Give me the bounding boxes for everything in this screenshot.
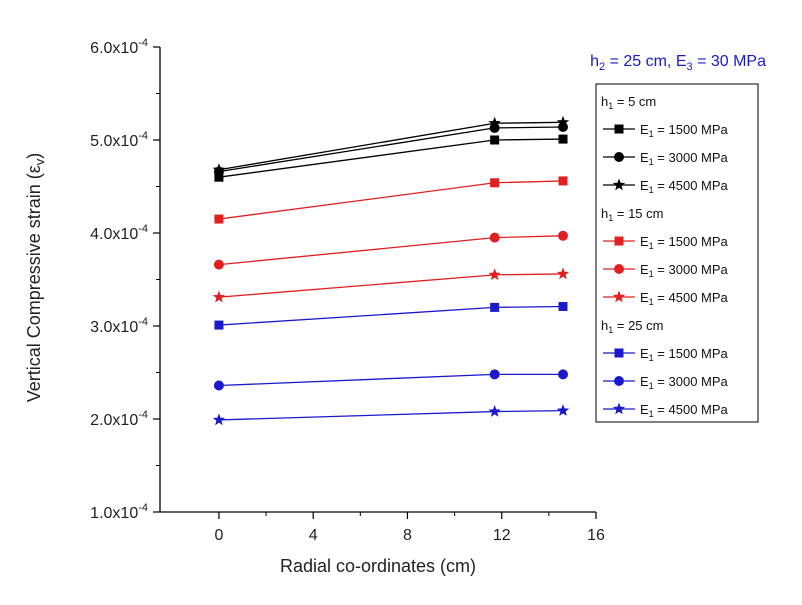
data-point (556, 115, 570, 128)
data-point (212, 413, 226, 426)
legend-entry-label: E1 = 3000 MPa (640, 374, 729, 391)
data-point (212, 290, 226, 303)
data-point (490, 302, 500, 312)
legend-marker (614, 348, 624, 358)
series-1-1 (213, 230, 569, 270)
legend-entry-label: E1 = 1500 MPa (640, 346, 729, 363)
legend-marker (614, 124, 624, 134)
data-point (556, 267, 570, 280)
data-point (558, 301, 568, 311)
data-point (558, 176, 568, 186)
x-tick-label: 4 (309, 527, 318, 544)
data-point (214, 214, 224, 224)
data-point (488, 116, 501, 129)
data-point (490, 135, 500, 145)
y-tick-label: 1.0x10-4 (90, 502, 148, 522)
y-tick-label: 4.0x10-4 (90, 223, 148, 243)
legend-marker (614, 236, 624, 246)
data-point (214, 320, 224, 330)
legend-entry-label: E1 = 1500 MPa (640, 122, 729, 139)
data-point (212, 163, 226, 176)
legend-marker (612, 178, 626, 191)
series-1-0 (214, 176, 568, 224)
data-point (558, 134, 568, 144)
data-point (556, 404, 570, 416)
legend-entry-label: E1 = 1500 MPa (640, 234, 729, 251)
legend-marker (614, 264, 624, 274)
y-tick-label: 2.0x10-4 (90, 409, 148, 429)
annotation-text: h2 = 25 cm, E3 = 30 MPa (590, 53, 766, 73)
legend-marker (612, 290, 626, 303)
series-2-1 (213, 369, 569, 391)
legend-marker (614, 152, 624, 162)
data-point (488, 268, 501, 281)
series-line (218, 121, 564, 171)
data-point (558, 369, 569, 380)
series-line (218, 180, 564, 220)
y-tick-label: 5.0x10-4 (90, 130, 148, 150)
data-point (214, 172, 224, 182)
data-point (213, 259, 224, 270)
y-tick-label: 3.0x10-4 (90, 316, 148, 336)
series-2-2 (212, 404, 570, 426)
data-point (490, 178, 500, 188)
y-tick-label: 6.0x10-4 (90, 37, 148, 57)
legend-group-header: h1 = 15 cm (601, 206, 663, 223)
legend-box (595, 83, 759, 423)
legend-entry-label: E1 = 3000 MPa (640, 150, 729, 167)
series-0-1 (213, 121, 569, 177)
series-line (218, 273, 564, 298)
data-point (489, 232, 500, 243)
x-tick-label: 16 (587, 527, 605, 544)
series-0-2 (212, 115, 570, 176)
legend-group-header: h1 = 5 cm (601, 94, 656, 111)
data-point (489, 369, 500, 380)
x-tick-label: 8 (403, 527, 412, 544)
series-line (218, 126, 564, 173)
legend-marker (614, 376, 624, 386)
series-line (218, 373, 564, 387)
series-line (218, 235, 564, 266)
legend-marker (612, 402, 626, 415)
legend-entry-label: E1 = 4500 MPa (640, 290, 729, 307)
x-tick-label: 12 (493, 527, 511, 544)
legend-entry-label: E1 = 4500 MPa (640, 178, 729, 195)
data-point (488, 405, 501, 417)
series-line (218, 409, 564, 421)
series-2-0 (214, 301, 568, 330)
data-point (558, 230, 569, 241)
legend: h1 = 5 cm E1 = 1500 MPa E1 = 3000 MPa E1 = … (595, 83, 759, 423)
data-point (213, 380, 224, 391)
series-1-2 (212, 267, 570, 303)
series-line (218, 305, 564, 326)
series-0-0 (214, 134, 568, 182)
x-axis-title: Radial co-ordinates (cm) (280, 556, 476, 576)
legend-entry-label: E1 = 3000 MPa (640, 262, 729, 279)
x-tick-label: 0 (214, 527, 223, 544)
legend-entry-label: E1 = 4500 MPa (640, 402, 729, 419)
legend-group-header: h1 = 25 cm (601, 318, 663, 335)
y-axis-title: Vertical Compressive strain (εv) (24, 153, 47, 403)
